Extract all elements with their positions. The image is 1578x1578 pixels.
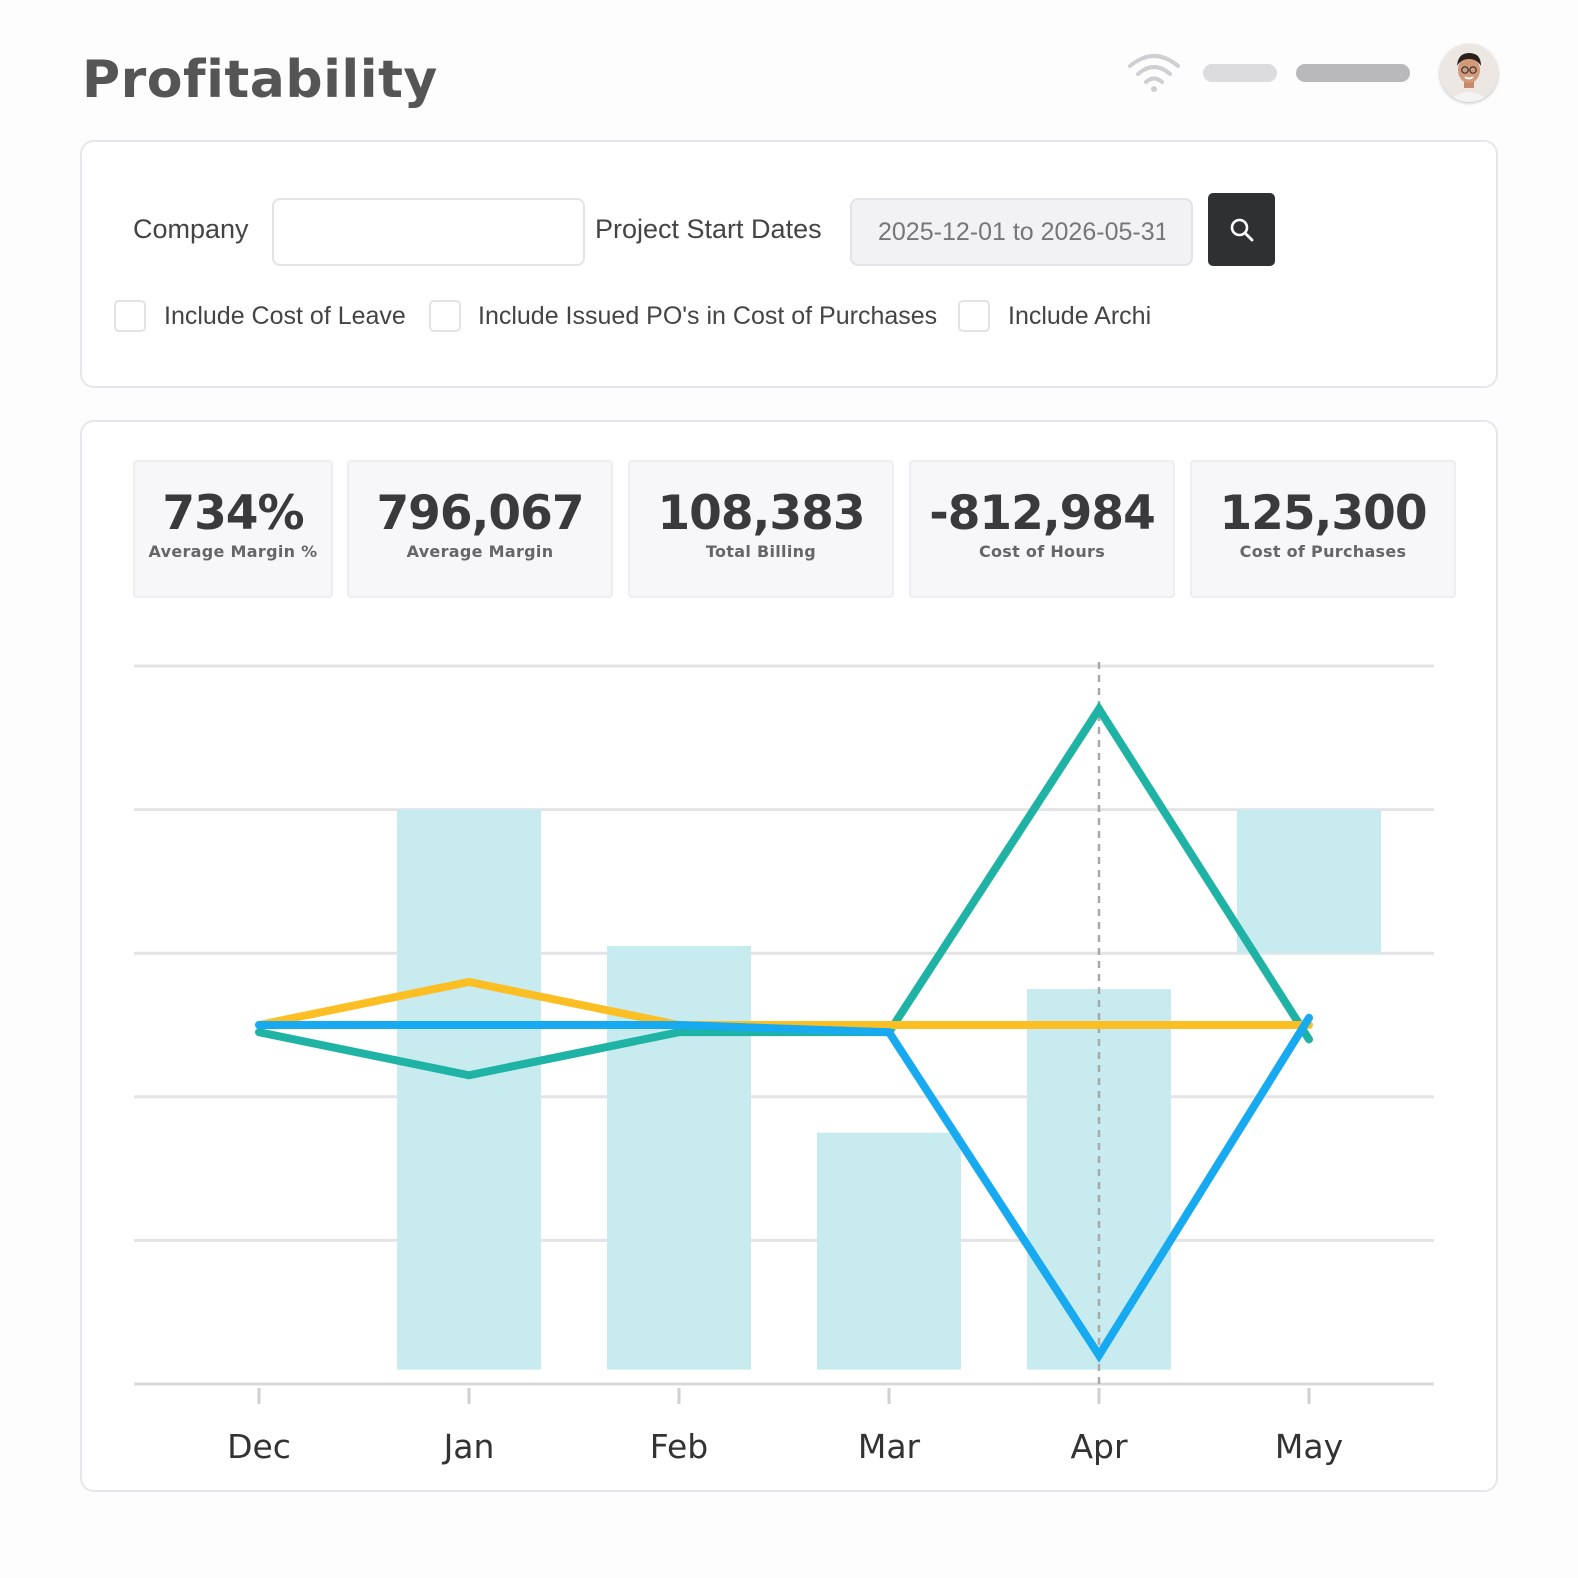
x-tick-label: May: [1275, 1427, 1343, 1466]
stat-cost-of-purchases: 125,300 Cost of Purchases: [1190, 460, 1456, 598]
company-label: Company: [133, 214, 249, 244]
chart-bar: [1237, 809, 1381, 954]
chart-card: 734% Average Margin % 796,067 Average Ma…: [80, 420, 1498, 1492]
include-archived-checkbox[interactable]: [958, 300, 990, 332]
search-button[interactable]: [1208, 193, 1275, 266]
include-cost-of-leave-checkbox[interactable]: [114, 300, 146, 332]
wifi-icon: [1128, 54, 1180, 92]
project-start-dates-label: Project Start Dates: [595, 214, 822, 244]
user-avatar[interactable]: [1440, 44, 1498, 102]
x-tick-label: Mar: [858, 1427, 921, 1466]
stat-value: 734%: [162, 486, 304, 541]
stat-value: 125,300: [1219, 486, 1427, 541]
x-tick-label: Jan: [442, 1427, 495, 1466]
stat-total-billing: 108,383 Total Billing: [628, 460, 894, 598]
profitability-chart[interactable]: Dec Jan Feb Mar Apr May: [82, 422, 1496, 1490]
stat-cost-of-hours: -812,984 Cost of Hours: [909, 460, 1175, 598]
include-cost-of-leave-label: Include Cost of Leave: [164, 302, 406, 330]
stat-value: 108,383: [657, 486, 865, 541]
stat-label: Average Margin: [406, 541, 554, 561]
stat-value: -812,984: [929, 486, 1156, 541]
status-pill-short: [1203, 64, 1277, 82]
avatar-icon: [1440, 44, 1498, 102]
include-issued-pos-checkbox[interactable]: [429, 300, 461, 332]
x-tick-label: Apr: [1070, 1427, 1128, 1466]
company-input[interactable]: [272, 198, 585, 266]
chart-bar: [607, 946, 751, 1370]
stat-label: Cost of Hours: [978, 541, 1106, 561]
stat-value: 796,067: [376, 486, 584, 541]
search-icon: [1230, 218, 1253, 241]
stat-average-margin: 796,067 Average Margin: [347, 460, 613, 598]
stat-label: Cost of Purchases: [1239, 541, 1407, 561]
chart-bar: [817, 1132, 961, 1370]
date-range-input[interactable]: [850, 198, 1193, 266]
status-pill-long: [1296, 64, 1410, 82]
stat-label: Total Billing: [705, 541, 817, 561]
x-tick-label: Dec: [227, 1427, 291, 1466]
include-archived-label: Include Archi: [1008, 302, 1152, 330]
series-line-blue: [255, 1013, 1313, 1363]
top-bar: [1120, 44, 1510, 108]
chart-bar: [397, 809, 541, 1370]
include-issued-pos-label: Include Issued PO's in Cost of Purchases: [478, 302, 938, 330]
filters-card: Company Project Start Dates Include Cost…: [80, 140, 1498, 388]
stat-average-margin-percent: 734% Average Margin %: [133, 460, 333, 598]
options-row: Include Cost of Leave Include Issued PO'…: [114, 300, 1314, 340]
x-tick-label: Feb: [650, 1427, 708, 1466]
stat-label: Average Margin %: [148, 541, 318, 561]
page-title: Profitability: [82, 50, 438, 110]
